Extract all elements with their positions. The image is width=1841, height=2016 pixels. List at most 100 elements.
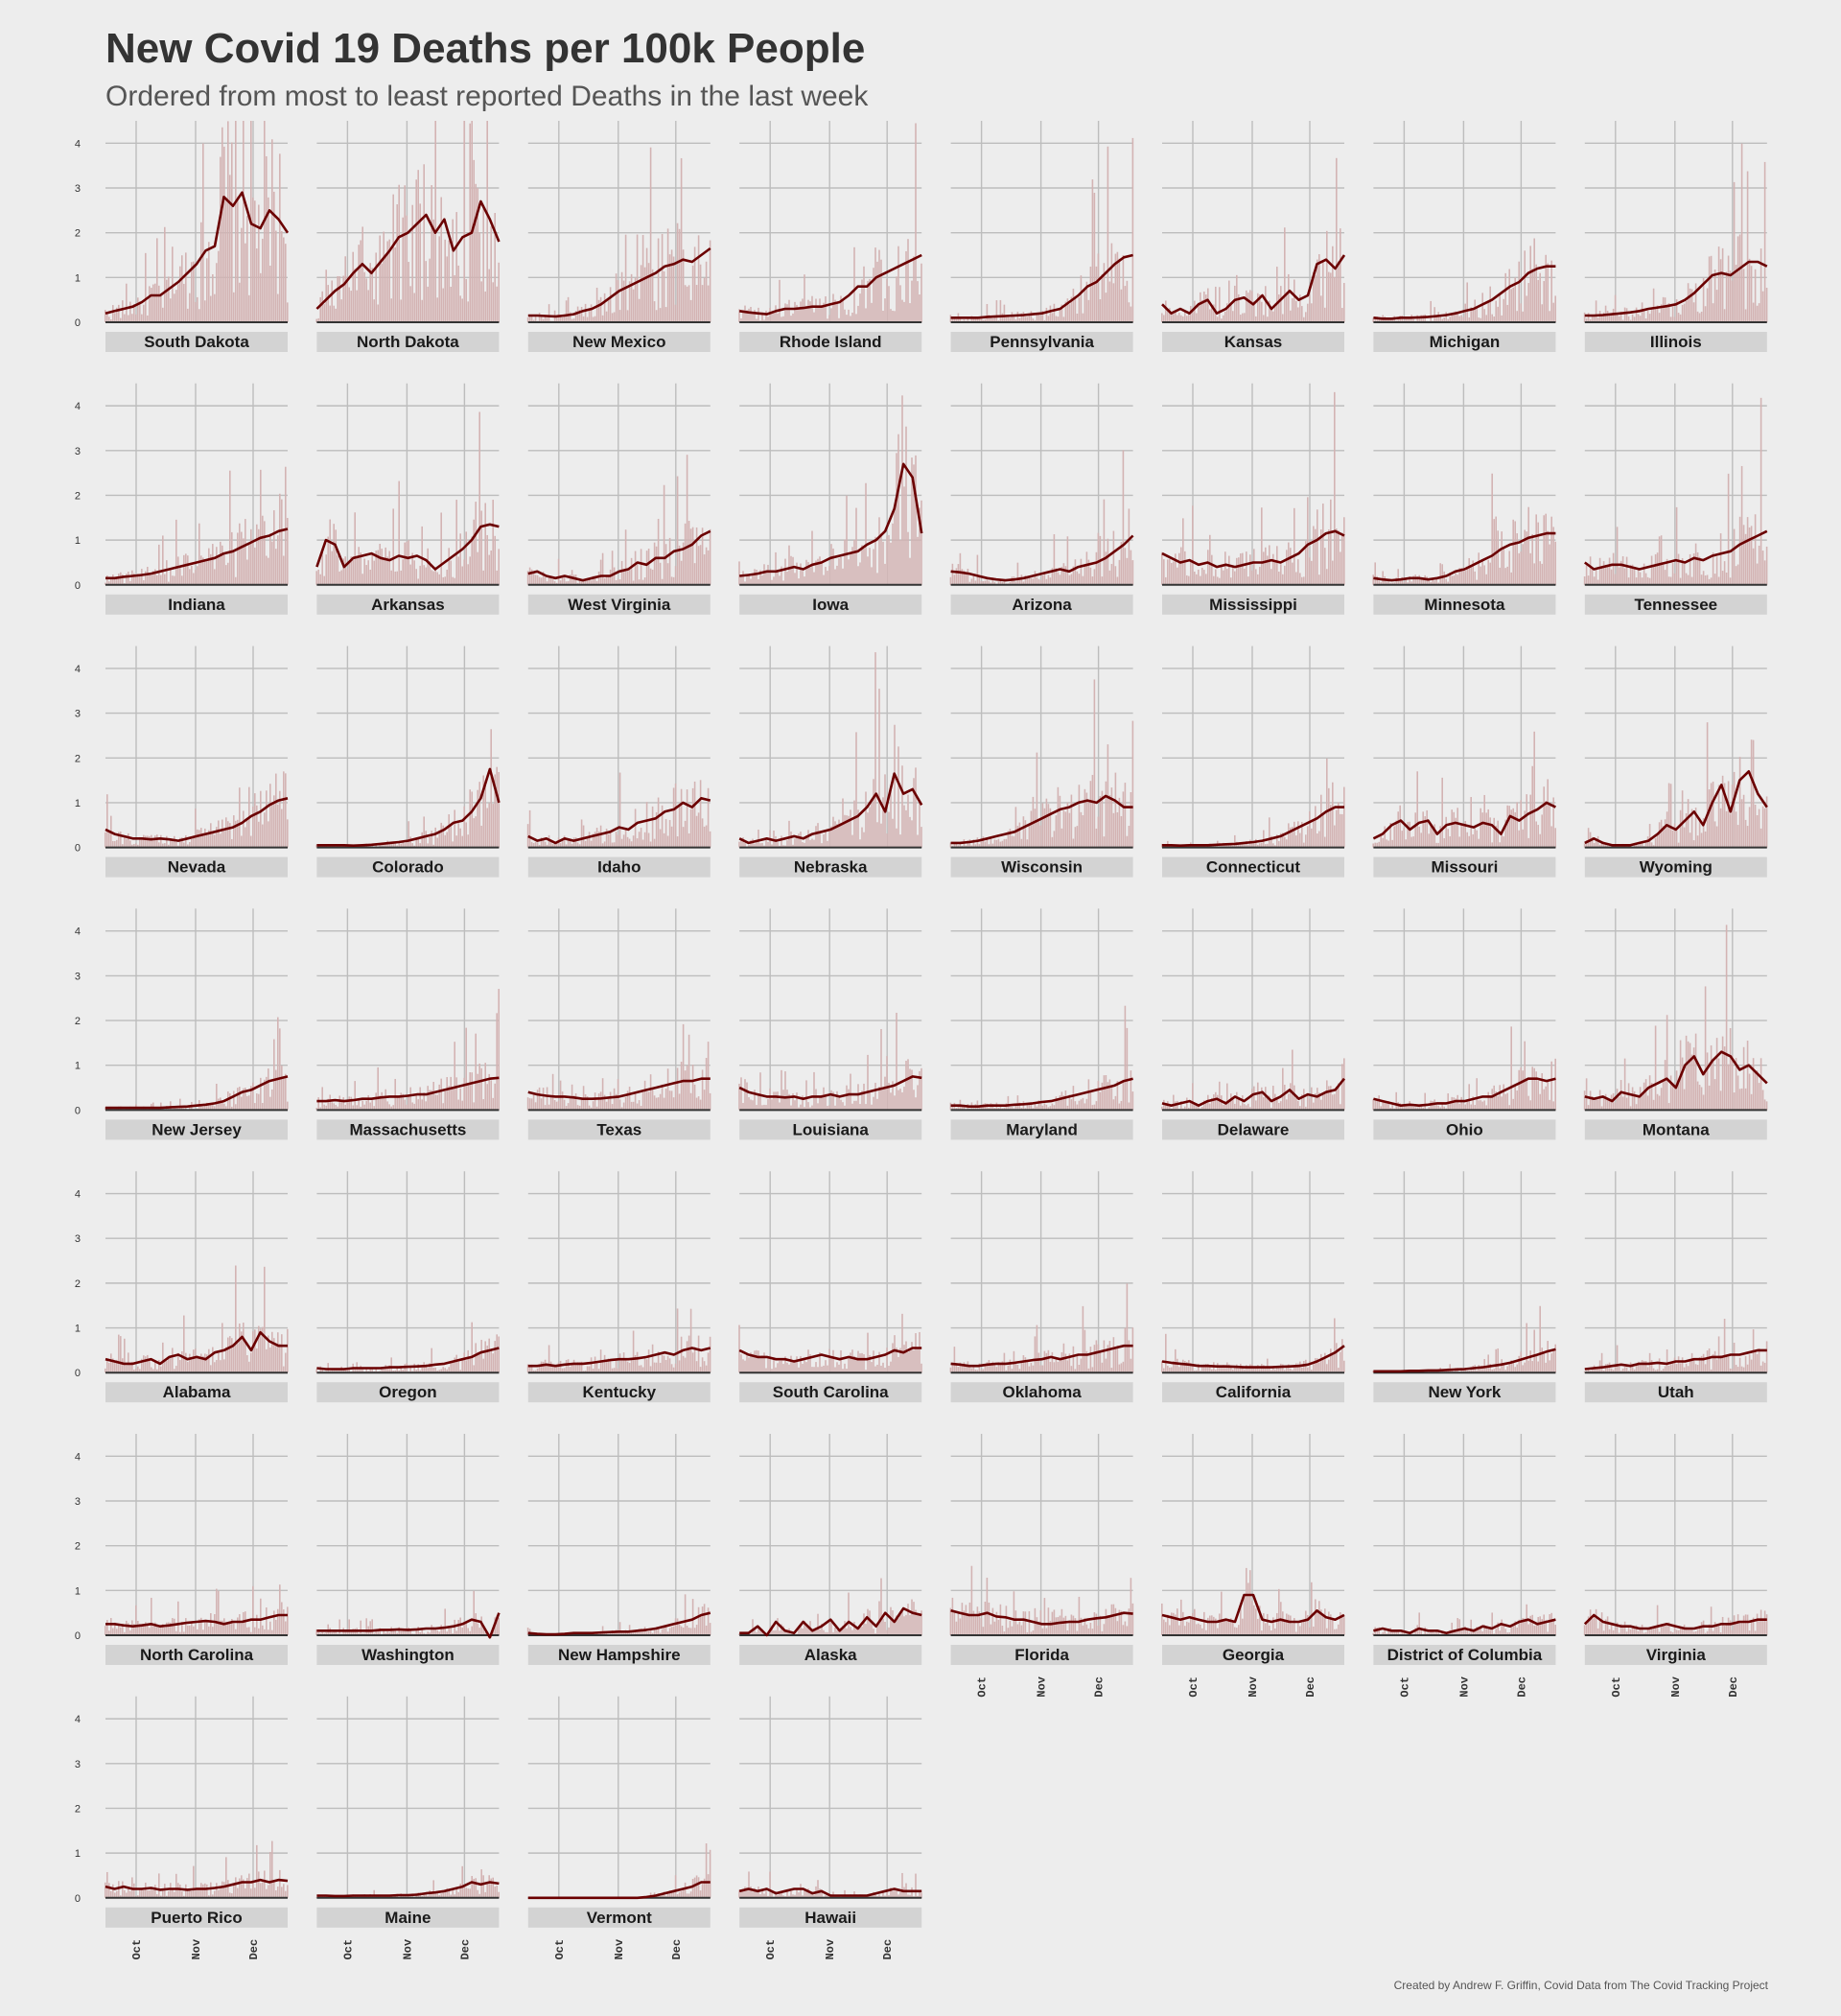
- daily-bar: [1018, 1621, 1021, 1635]
- daily-bar: [1274, 562, 1276, 585]
- daily-bar: [878, 1601, 880, 1635]
- daily-bar: [563, 574, 566, 585]
- daily-bar: [431, 1090, 432, 1111]
- daily-bar: [666, 835, 669, 848]
- daily-bar: [630, 557, 633, 585]
- daily-bar: [680, 560, 683, 585]
- daily-bar: [802, 1363, 804, 1373]
- daily-bar: [394, 246, 396, 322]
- daily-bar: [118, 832, 120, 848]
- daily-bar: [258, 1325, 260, 1373]
- daily-bar: [748, 308, 750, 322]
- daily-bar: [482, 1625, 484, 1635]
- daily-bar: [245, 1611, 246, 1635]
- daily-bar: [1387, 1101, 1389, 1111]
- daily-bar: [695, 285, 698, 322]
- daily-bar: [819, 556, 821, 585]
- daily-bar: [434, 567, 436, 585]
- facet-strip-label: Arizona: [1012, 596, 1072, 614]
- daily-bar: [990, 1624, 992, 1635]
- daily-bar: [431, 1625, 432, 1635]
- daily-bar: [1550, 1353, 1552, 1373]
- daily-bar: [1224, 1366, 1226, 1373]
- daily-bar: [1232, 1097, 1234, 1111]
- daily-bar: [1733, 528, 1736, 585]
- daily-bar: [1072, 1346, 1075, 1373]
- daily-bar: [689, 809, 692, 848]
- daily-bar: [1338, 1624, 1340, 1635]
- daily-bar: [684, 1070, 687, 1111]
- daily-bar: [1552, 1349, 1554, 1373]
- daily-bar: [804, 274, 805, 322]
- daily-bar: [1234, 1103, 1236, 1111]
- daily-bar: [346, 568, 348, 585]
- daily-bar: [1103, 263, 1106, 322]
- daily-bar: [1093, 1612, 1096, 1635]
- daily-bar: [1112, 1099, 1115, 1111]
- daily-bar: [170, 1622, 172, 1635]
- daily-bar: [620, 1360, 623, 1373]
- daily-bar: [139, 301, 141, 322]
- daily-bar: [175, 841, 177, 848]
- daily-bar: [427, 843, 429, 848]
- daily-bar: [413, 1363, 415, 1373]
- daily-bar: [429, 1090, 431, 1111]
- y-tick-label: 4: [75, 138, 81, 150]
- daily-bar: [961, 569, 964, 585]
- daily-bar: [913, 1090, 915, 1111]
- daily-bar: [469, 556, 471, 585]
- daily-bar: [1311, 1582, 1313, 1635]
- daily-bar: [691, 787, 694, 848]
- daily-bar: [1740, 1088, 1743, 1111]
- daily-bar: [582, 316, 585, 322]
- daily-bar: [402, 1630, 404, 1635]
- daily-bar: [1247, 576, 1249, 585]
- daily-bar: [855, 1358, 857, 1373]
- daily-bar: [133, 1369, 135, 1373]
- daily-bar: [894, 1095, 896, 1111]
- daily-bar: [377, 304, 379, 322]
- daily-bar: [670, 1090, 673, 1111]
- daily-bar: [1650, 842, 1653, 848]
- daily-bar: [1334, 1629, 1336, 1635]
- daily-bar: [1007, 316, 1010, 322]
- daily-bar: [1167, 559, 1169, 585]
- daily-bar: [1236, 1628, 1238, 1635]
- daily-bar: [164, 1360, 166, 1373]
- daily-bar: [1108, 1615, 1111, 1635]
- daily-bar: [1118, 559, 1121, 585]
- daily-bar: [1683, 303, 1686, 322]
- daily-bar: [659, 1632, 662, 1635]
- daily-bar: [1656, 305, 1659, 322]
- daily-bar: [1043, 1350, 1046, 1373]
- daily-bar: [1744, 309, 1747, 322]
- daily-bar: [1529, 794, 1531, 848]
- daily-bar: [179, 1360, 181, 1373]
- daily-bar: [920, 1363, 922, 1373]
- daily-bar: [1276, 1096, 1278, 1111]
- daily-bar: [798, 578, 800, 585]
- daily-bar: [317, 317, 319, 322]
- daily-bar: [1269, 1625, 1270, 1635]
- daily-bar: [455, 1354, 457, 1373]
- daily-bar: [367, 560, 369, 585]
- daily-bar: [333, 305, 335, 322]
- daily-bar: [972, 1610, 975, 1635]
- daily-bar: [1198, 1363, 1200, 1373]
- daily-bar: [1177, 567, 1178, 585]
- daily-bar: [699, 1099, 702, 1111]
- facet-panel: Arizona: [949, 383, 1134, 615]
- daily-bar: [216, 547, 218, 585]
- daily-bar: [1512, 808, 1514, 848]
- daily-bar: [434, 121, 436, 322]
- daily-bar: [1024, 1357, 1027, 1373]
- daily-bar: [1729, 1368, 1732, 1373]
- daily-bar: [853, 246, 855, 322]
- daily-bar: [1487, 809, 1489, 848]
- facet-strip-label: Ohio: [1446, 1120, 1483, 1138]
- daily-bar: [197, 296, 198, 322]
- daily-bar: [888, 534, 890, 585]
- daily-bar: [976, 318, 979, 322]
- daily-bar: [1336, 157, 1338, 322]
- daily-bar: [480, 1339, 482, 1373]
